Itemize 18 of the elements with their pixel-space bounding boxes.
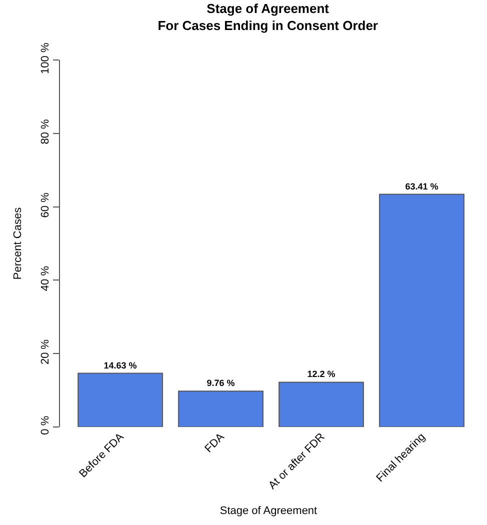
y-axis-title: Percent Cases <box>12 206 24 280</box>
x-axis-title: Stage of Agreement <box>220 505 318 518</box>
data-label: 9.76 % <box>206 378 235 388</box>
data-label: 63.41 % <box>405 181 438 192</box>
bar <box>278 382 364 427</box>
y-tick-label: 100 % <box>40 42 52 74</box>
data-label: 14.63 % <box>104 360 137 370</box>
bar <box>178 390 264 427</box>
x-tick-label: FDA <box>202 430 228 456</box>
bar <box>379 194 464 427</box>
y-tick-label: 20 % <box>40 339 52 364</box>
bar <box>78 372 163 427</box>
chart-title: Stage of Agreement For Cases Ending in Consent Order <box>158 1 378 34</box>
y-tick-label: 0 % <box>40 416 52 435</box>
data-label: 12.2 % <box>307 369 336 380</box>
y-tick-label: 40 % <box>40 266 52 292</box>
y-tick-label: 80 % <box>40 119 52 144</box>
y-tick-label: 60 % <box>40 192 52 218</box>
